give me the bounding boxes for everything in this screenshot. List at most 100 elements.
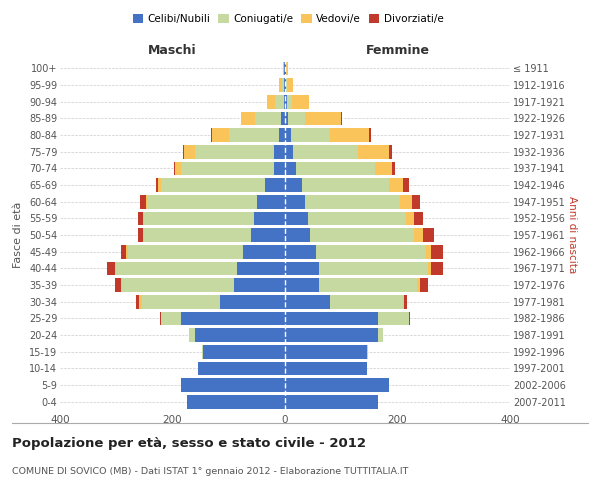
Bar <box>378 328 383 342</box>
Bar <box>281 78 284 92</box>
Bar <box>285 245 316 258</box>
Bar <box>279 78 281 92</box>
Bar <box>285 228 310 242</box>
Bar <box>145 212 254 225</box>
Bar <box>403 295 404 308</box>
Bar <box>285 362 367 375</box>
Bar <box>283 62 284 75</box>
Bar <box>274 162 285 175</box>
Bar <box>415 228 423 242</box>
Legend: Celibi/Nubili, Coniugati/e, Vedovi/e, Divorziati/e: Celibi/Nubili, Coniugati/e, Vedovi/e, Di… <box>128 10 448 29</box>
Bar <box>302 178 389 192</box>
Bar <box>237 262 285 275</box>
Bar <box>145 228 251 242</box>
Bar <box>202 345 203 358</box>
Bar <box>203 345 285 358</box>
Bar <box>137 212 143 225</box>
Bar <box>127 245 128 258</box>
Bar <box>143 212 145 225</box>
Bar <box>142 295 220 308</box>
Text: Popolazione per età, sesso e stato civile - 2012: Popolazione per età, sesso e stato civil… <box>12 438 366 450</box>
Bar <box>285 128 290 142</box>
Bar <box>400 195 412 208</box>
Text: Maschi: Maschi <box>148 44 197 57</box>
Bar <box>285 395 378 408</box>
Bar <box>287 78 293 92</box>
Bar <box>184 145 195 158</box>
Bar <box>181 162 274 175</box>
Bar <box>285 328 378 342</box>
Bar <box>181 378 285 392</box>
Bar <box>147 195 257 208</box>
Bar <box>220 295 285 308</box>
Bar <box>310 228 415 242</box>
Y-axis label: Anni di nascita: Anni di nascita <box>567 196 577 274</box>
Bar <box>417 278 420 292</box>
Bar <box>274 145 285 158</box>
Bar <box>115 278 121 292</box>
Bar <box>285 112 288 125</box>
Bar <box>319 278 417 292</box>
Bar <box>285 345 367 358</box>
Bar <box>285 162 296 175</box>
Bar <box>316 245 425 258</box>
Bar <box>115 262 116 275</box>
Bar <box>285 295 330 308</box>
Bar <box>255 112 281 125</box>
Bar <box>286 78 287 92</box>
Bar <box>155 178 158 192</box>
Bar <box>190 328 195 342</box>
Bar <box>428 262 431 275</box>
Bar <box>136 295 139 308</box>
Text: COMUNE DI SOVICO (MB) - Dati ISTAT 1° gennaio 2012 - Elaborazione TUTTITALIA.IT: COMUNE DI SOVICO (MB) - Dati ISTAT 1° ge… <box>12 468 409 476</box>
Bar <box>212 128 229 142</box>
Bar <box>285 145 293 158</box>
Bar <box>420 278 428 292</box>
Bar <box>404 295 407 308</box>
Bar <box>175 162 181 175</box>
Bar <box>146 195 147 208</box>
Bar <box>121 245 127 258</box>
Bar <box>392 162 395 175</box>
Bar <box>137 228 143 242</box>
Bar <box>121 278 122 292</box>
Bar <box>187 395 285 408</box>
Bar <box>403 178 409 192</box>
Bar <box>285 178 302 192</box>
Bar <box>285 278 319 292</box>
Bar <box>409 312 410 325</box>
Bar <box>305 195 400 208</box>
Bar <box>198 362 285 375</box>
Bar <box>139 295 142 308</box>
Bar <box>375 162 392 175</box>
Bar <box>308 212 406 225</box>
Bar <box>251 228 285 242</box>
Bar <box>267 95 275 108</box>
Bar <box>174 162 175 175</box>
Bar <box>254 212 285 225</box>
Bar <box>406 212 415 225</box>
Text: Femmine: Femmine <box>365 44 430 57</box>
Bar <box>265 178 285 192</box>
Bar <box>285 262 319 275</box>
Bar <box>116 262 237 275</box>
Bar <box>293 145 358 158</box>
Bar <box>122 278 235 292</box>
Bar <box>181 312 285 325</box>
Bar <box>319 262 428 275</box>
Bar <box>287 95 292 108</box>
Bar <box>280 128 285 142</box>
Bar <box>107 262 115 275</box>
Bar <box>140 195 146 208</box>
Bar <box>296 162 375 175</box>
Bar <box>431 245 443 258</box>
Bar <box>281 112 285 125</box>
Bar <box>285 195 305 208</box>
Bar <box>182 145 184 158</box>
Bar <box>241 112 255 125</box>
Bar <box>128 245 243 258</box>
Bar <box>378 312 409 325</box>
Bar <box>370 128 371 142</box>
Bar <box>160 312 161 325</box>
Bar <box>235 278 285 292</box>
